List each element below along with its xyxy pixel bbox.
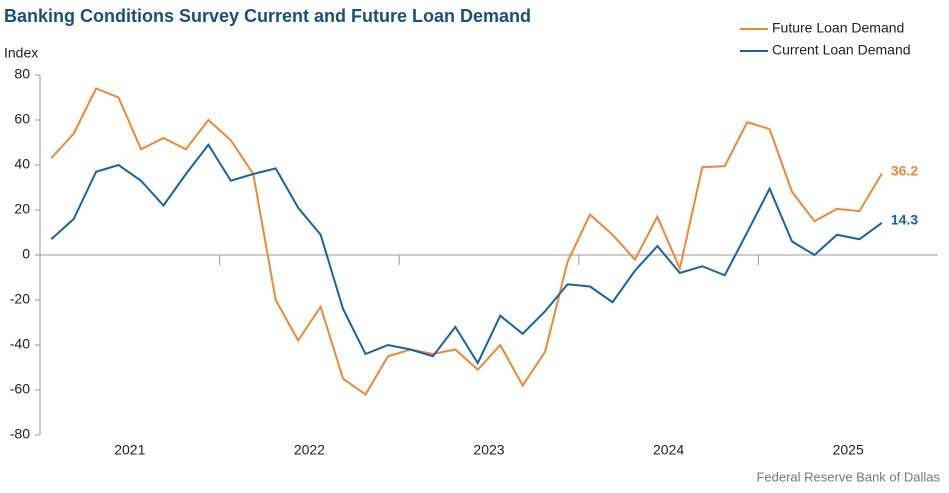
x-tick-label: 2024 — [653, 442, 684, 458]
y-tick-label: 0 — [22, 246, 30, 262]
y-tick-label: -20 — [10, 291, 30, 307]
series-line — [50, 87, 883, 396]
y-tick-label: 60 — [14, 111, 30, 127]
y-tick-label: 40 — [14, 156, 30, 172]
y-tick-label: 20 — [14, 201, 30, 217]
legend-label: Future Loan Demand — [772, 20, 904, 36]
source: Federal Reserve Bank of Dallas — [756, 469, 940, 484]
chart-title: Banking Conditions Survey Current and Fu… — [4, 6, 531, 26]
y-tick-label: -60 — [10, 381, 30, 397]
y-axis-label: Index — [4, 45, 38, 61]
y-tick-label: -80 — [10, 426, 30, 442]
y-tick-label: 80 — [14, 66, 30, 82]
legend-label: Current Loan Demand — [772, 42, 911, 58]
x-tick-label: 2025 — [833, 442, 864, 458]
x-tick-label: 2021 — [114, 442, 145, 458]
x-tick-label: 2022 — [294, 442, 325, 458]
y-tick-label: -40 — [10, 336, 30, 352]
end-label: 14.3 — [891, 212, 918, 228]
end-label: 36.2 — [891, 162, 918, 178]
series-line — [50, 142, 883, 366]
x-tick-label: 2023 — [473, 442, 504, 458]
